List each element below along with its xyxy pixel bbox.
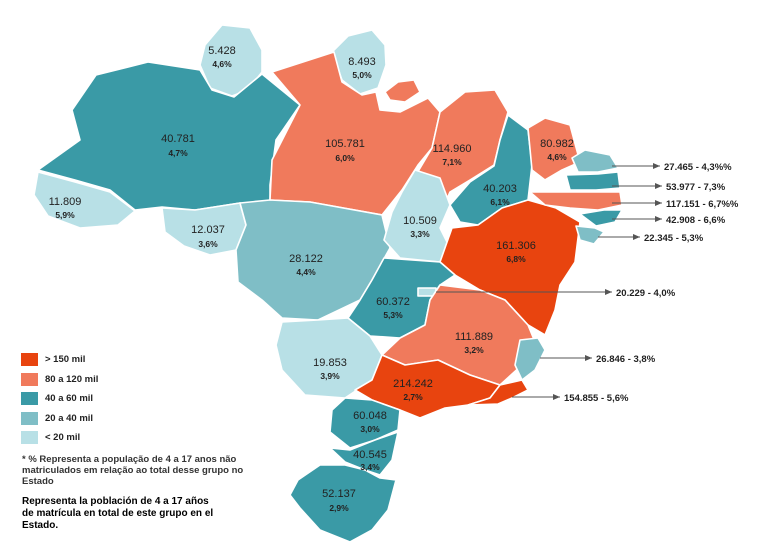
label-ma-pct: 7,1% xyxy=(442,157,462,167)
callout-al: 42.908 - 6,6% xyxy=(666,215,726,226)
legend: > 150 mil 80 a 120 mil 40 a 60 mil 20 a … xyxy=(20,350,98,448)
label-sp-pct: 2,7% xyxy=(403,392,423,402)
callout-labels: 27.465 - 4,3%% 53.977 - 7,3% 117.151 - 6… xyxy=(564,162,739,404)
label-am-value: 40.781 xyxy=(161,133,195,145)
state-sao-paulo xyxy=(354,354,501,419)
label-pi-value: 40.203 xyxy=(483,183,517,195)
label-pr-value: 60.048 xyxy=(353,410,387,422)
state-espirito-santo xyxy=(514,337,546,381)
callout-arrows xyxy=(436,163,662,400)
legend-swatch xyxy=(20,391,39,407)
state-rio-grande-do-norte xyxy=(571,149,619,173)
footnote-portuguese: * % Representa a população de 4 a 17 ano… xyxy=(22,454,244,487)
label-rs-value: 52.137 xyxy=(322,488,356,500)
legend-label: 40 a 60 mil xyxy=(45,393,94,405)
state-paraiba xyxy=(565,171,621,191)
label-ro-value: 12.037 xyxy=(191,224,225,236)
label-go-value: 60.372 xyxy=(376,296,410,308)
label-to-pct: 3,3% xyxy=(410,229,430,239)
legend-item: < 20 mil xyxy=(20,428,98,448)
label-mt-pct: 4,4% xyxy=(296,267,316,277)
label-sc-pct: 3,4% xyxy=(360,462,380,472)
callout-rn: 27.465 - 4,3%% xyxy=(664,162,732,173)
state-amapa xyxy=(331,29,387,95)
label-ba-pct: 6,8% xyxy=(506,254,526,264)
state-bahia xyxy=(439,199,581,336)
label-ce-value: 80.982 xyxy=(540,138,574,150)
legend-swatch xyxy=(20,352,39,368)
callout-rj: 154.855 - 5,6% xyxy=(564,393,629,404)
callout-es: 26.846 - 3,8% xyxy=(596,354,656,365)
label-rr-pct: 4,6% xyxy=(212,59,232,69)
callout-pe: 117.151 - 6,7%% xyxy=(666,199,739,210)
state-mato-grosso xyxy=(235,199,391,321)
label-ms-pct: 3,9% xyxy=(320,371,340,381)
label-sc-value: 40.545 xyxy=(353,449,387,461)
label-ac-value: 11.809 xyxy=(49,196,82,208)
legend-swatch xyxy=(20,430,39,446)
label-ro-pct: 3,6% xyxy=(198,239,218,249)
state-acre xyxy=(33,171,136,229)
label-ba-value: 161.306 xyxy=(496,240,536,252)
callout-df: 20.229 - 4,0% xyxy=(616,288,676,299)
legend-label: 80 a 120 mil xyxy=(45,373,99,385)
legend-swatch xyxy=(20,371,39,387)
state-ceara xyxy=(527,117,581,181)
label-ce-pct: 4,6% xyxy=(547,152,567,162)
legend-item: 20 a 40 mil xyxy=(20,409,98,429)
label-pi-pct: 6,1% xyxy=(490,197,510,207)
state-santa-catarina xyxy=(329,431,399,476)
label-ma-value: 114.960 xyxy=(433,143,472,155)
state-pernambuco xyxy=(529,191,623,211)
legend-swatch xyxy=(20,410,39,426)
legend-item: 40 a 60 mil xyxy=(20,389,98,409)
label-pr-pct: 3,0% xyxy=(360,424,380,434)
state-alagoas xyxy=(579,209,623,227)
state-rio-de-janeiro xyxy=(467,379,529,406)
label-sp-value: 214.242 xyxy=(393,378,433,390)
label-ms-value: 19.853 xyxy=(313,357,347,369)
label-pa-pct: 6,0% xyxy=(335,153,355,163)
label-ap-value: 8.493 xyxy=(348,56,376,68)
legend-label: < 20 mil xyxy=(45,432,81,444)
label-rr-value: 5.428 xyxy=(208,45,236,57)
label-rs-pct: 2,9% xyxy=(329,503,349,513)
legend-label: 20 a 40 mil xyxy=(45,412,94,424)
state-sergipe xyxy=(575,225,605,245)
label-go-pct: 5,3% xyxy=(383,310,403,320)
legend-item: > 150 mil xyxy=(20,350,98,370)
legend-item: 80 a 120 mil xyxy=(20,370,98,390)
callout-se: 22.345 - 5,3% xyxy=(644,233,704,244)
island-marajo xyxy=(384,79,421,103)
state-labels: 5.428 4,6% 8.493 5,0% 40.781 4,7% 105.78… xyxy=(49,45,574,513)
label-to-value: 10.509 xyxy=(403,215,437,227)
label-pa-value: 105.781 xyxy=(325,138,365,150)
label-ap-pct: 5,0% xyxy=(352,70,372,80)
legend-label: > 150 mil xyxy=(45,354,86,366)
callout-pb: 53.977 - 7,3% xyxy=(666,182,726,193)
state-rio-grande-do-sul xyxy=(289,464,397,543)
label-mt-value: 28.122 xyxy=(289,253,323,265)
label-mg-value: 111.889 xyxy=(455,331,493,343)
label-ac-pct: 5,9% xyxy=(55,210,75,220)
label-am-pct: 4,7% xyxy=(168,148,188,158)
footnote-spanish: Representa la población de 4 a 17 años d… xyxy=(22,496,214,531)
label-mg-pct: 3,2% xyxy=(464,345,484,355)
